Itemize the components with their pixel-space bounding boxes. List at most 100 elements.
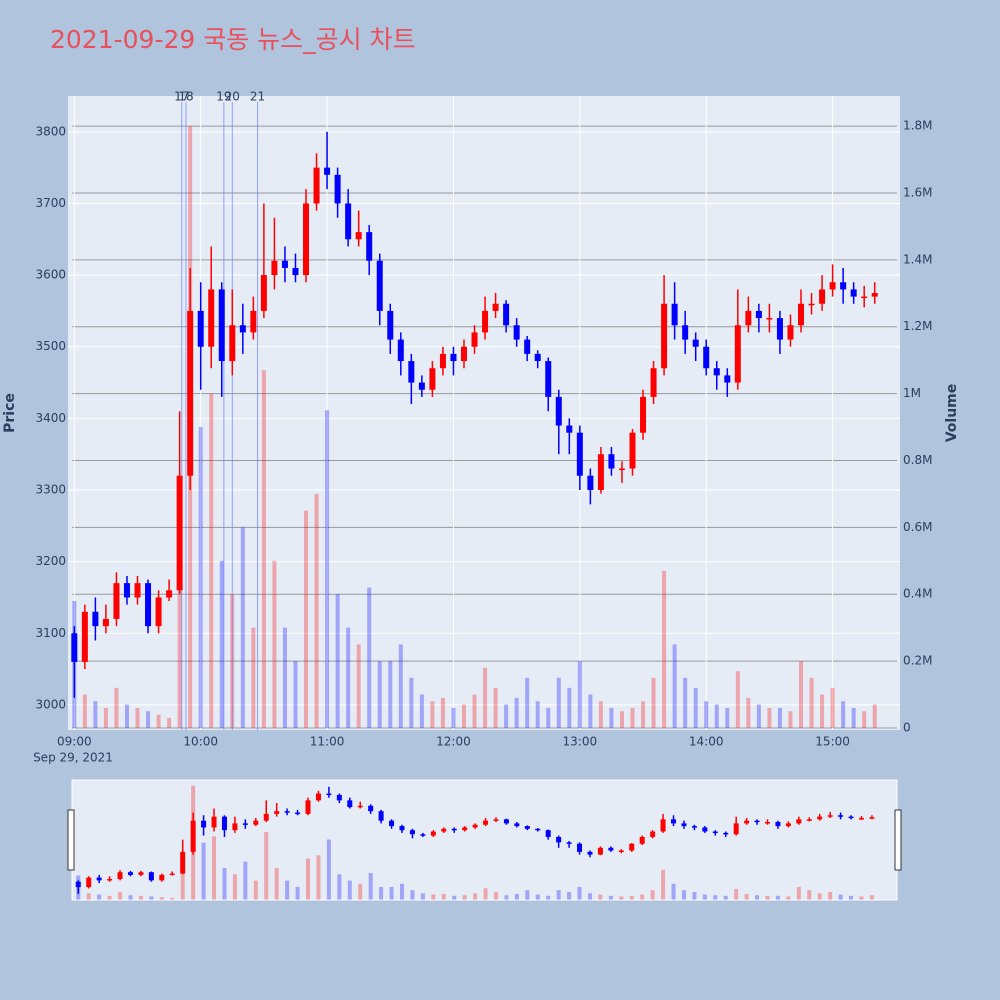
candle-body <box>418 382 425 390</box>
candle-body <box>745 310 752 326</box>
range-handle-left[interactable] <box>67 809 75 871</box>
mini-volume-bar <box>598 894 603 900</box>
candle-body <box>429 368 436 390</box>
volume-bar <box>461 704 466 728</box>
mini-volume-bar <box>159 897 164 900</box>
volume-bar <box>851 707 856 728</box>
volume-bar <box>335 594 340 728</box>
candle-body <box>671 303 678 326</box>
mini-volume-bar <box>765 895 770 900</box>
mini-candle-body <box>608 847 614 851</box>
volume-bar <box>546 707 551 728</box>
mini-candle-body <box>639 836 645 844</box>
volume-bar <box>409 677 414 728</box>
mini-candle-body <box>524 826 530 829</box>
mini-volume-bar <box>608 895 613 900</box>
mini-volume-bar <box>755 895 760 900</box>
volume-bar <box>662 570 667 728</box>
candle-body <box>303 203 310 276</box>
volume-bar <box>714 704 719 728</box>
candle-body <box>324 167 331 175</box>
mini-candle-body <box>148 872 154 881</box>
mini-candle-body <box>441 828 447 832</box>
mini-candle-body <box>253 820 259 825</box>
volume-bar <box>398 644 403 728</box>
mini-volume-bar <box>493 892 498 900</box>
candle-body <box>798 303 805 326</box>
volume-bar <box>809 677 814 728</box>
mini-candle-body <box>744 820 750 824</box>
candle-body <box>650 368 657 397</box>
mini-volume-bar <box>567 892 572 900</box>
y-tick-label: 3800 <box>35 124 66 138</box>
volume-bar <box>746 697 751 728</box>
volume-bar <box>493 687 498 728</box>
mini-candle-body <box>368 805 374 812</box>
news-label: 19 <box>216 90 231 104</box>
candle-body <box>387 310 394 340</box>
volume-bar <box>240 527 245 728</box>
candle-body <box>239 325 246 333</box>
mini-candle-body <box>483 820 489 825</box>
volume-bar <box>124 704 129 728</box>
volume-bar <box>219 560 224 728</box>
volume-bar <box>830 687 835 728</box>
mini-candle-body <box>545 830 551 837</box>
candle-body <box>176 475 183 591</box>
mini-candle-body <box>806 819 812 821</box>
mini-candle-body <box>535 828 541 831</box>
candle-body <box>482 310 489 333</box>
candle-body <box>250 310 257 333</box>
mini-volume-bar <box>849 895 854 900</box>
volume-bar <box>367 587 372 728</box>
mini-candle-body <box>117 872 123 879</box>
mini-volume-bar <box>869 895 874 900</box>
mini-volume-bar <box>253 880 258 900</box>
x-tick-label: 10:00 <box>183 735 218 749</box>
mini-volume-bar <box>326 839 331 900</box>
mini-volume-bar <box>118 892 123 900</box>
mini-volume-bar <box>138 895 143 900</box>
volume-bar <box>609 707 614 728</box>
mini-candle-body <box>409 830 415 835</box>
mini-candle-body <box>336 794 342 801</box>
mini-volume-bar <box>285 880 290 900</box>
candle-body <box>534 353 541 362</box>
range-slider[interactable] <box>71 779 898 901</box>
x-tick-label: 15:00 <box>815 735 850 749</box>
mini-volume-bar <box>295 886 300 900</box>
volume-bar <box>862 711 867 728</box>
mini-candle-body <box>702 827 708 832</box>
volume-bar <box>272 560 277 728</box>
x-tick-label: 09:00 <box>57 735 92 749</box>
candle-body <box>861 296 868 299</box>
y-tick-label: 3300 <box>35 483 66 497</box>
mini-candle-body <box>96 877 102 881</box>
volume-bar <box>388 661 393 728</box>
volume-bar <box>504 704 509 728</box>
mini-candle-body <box>389 820 395 827</box>
volume-bar <box>314 493 319 728</box>
candle-body <box>397 339 404 362</box>
mini-candle-body <box>514 823 520 827</box>
mini-volume-bar <box>817 893 822 900</box>
candle-body <box>524 339 531 354</box>
mini-candle-body <box>221 816 227 831</box>
range-handle-right[interactable] <box>894 809 902 871</box>
y2-tick-label: 1.8M <box>903 119 932 133</box>
mini-candle-body <box>671 819 677 824</box>
volume-bar <box>472 694 477 728</box>
candle-body <box>334 174 341 204</box>
volume-bar <box>693 687 698 728</box>
volume-bar <box>567 687 572 728</box>
volume-bar <box>293 661 298 728</box>
news-label: 18 <box>178 90 193 104</box>
x-date-label: Sep 29, 2021 <box>33 751 113 765</box>
y2-tick-label: 0.8M <box>903 453 932 467</box>
mini-candle-body <box>190 820 196 852</box>
volume-bar <box>346 627 351 728</box>
x-tick-label: 11:00 <box>310 735 345 749</box>
mini-candle-body <box>305 800 311 814</box>
candle-body <box>218 289 225 362</box>
mini-volume-bar <box>775 895 780 900</box>
